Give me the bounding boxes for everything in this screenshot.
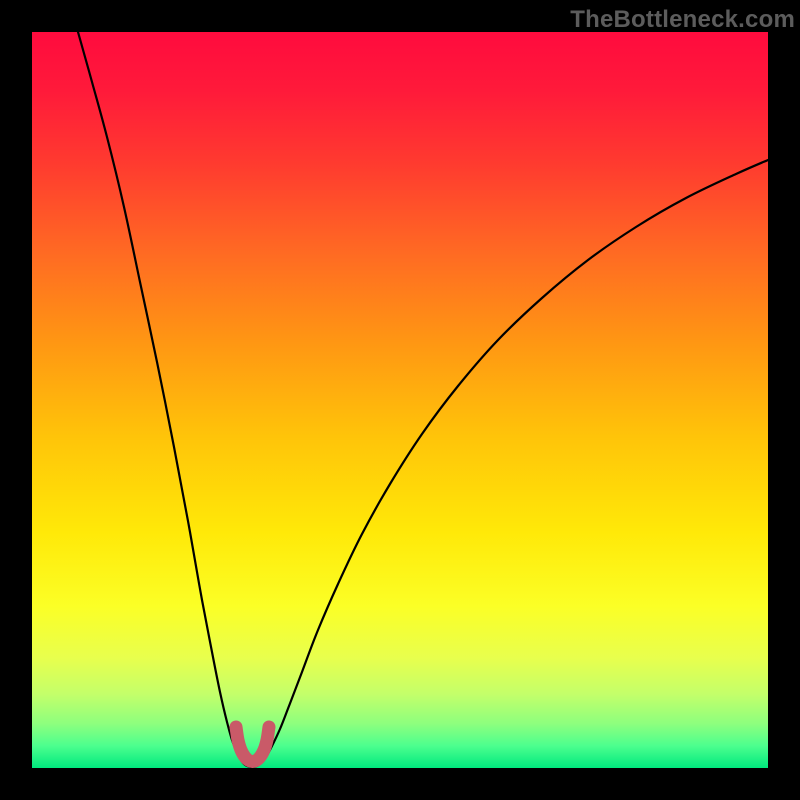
- watermark-text: TheBottleneck.com: [570, 6, 795, 34]
- plot-background: [32, 32, 768, 768]
- bottleneck-chart: [0, 0, 800, 800]
- chart-frame: [0, 0, 800, 800]
